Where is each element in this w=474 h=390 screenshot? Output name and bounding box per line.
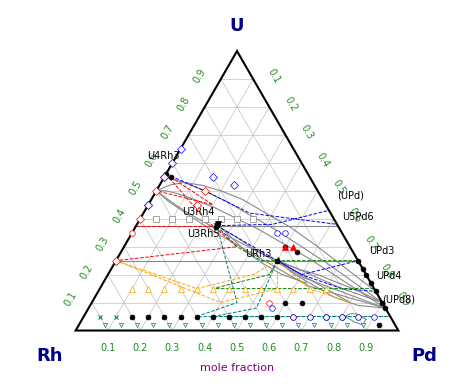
Text: 0.6: 0.6 <box>262 344 277 353</box>
Text: 0.8: 0.8 <box>379 262 395 280</box>
Text: 0.7: 0.7 <box>363 234 379 253</box>
Text: 0.3: 0.3 <box>298 122 315 141</box>
Text: 0.2: 0.2 <box>282 95 299 113</box>
Text: 0.5: 0.5 <box>229 344 245 353</box>
Text: 0.8: 0.8 <box>326 344 341 353</box>
Text: URh3: URh3 <box>245 249 272 259</box>
Text: 0.6: 0.6 <box>143 151 160 169</box>
Text: 0.8: 0.8 <box>175 95 192 113</box>
Text: Pd: Pd <box>411 347 437 365</box>
Text: U3Rh5: U3Rh5 <box>187 229 219 239</box>
Text: (UPd): (UPd) <box>337 191 364 200</box>
Text: 0.6: 0.6 <box>346 206 363 225</box>
Text: 0.5: 0.5 <box>127 178 144 197</box>
Text: U: U <box>230 17 244 35</box>
Text: 0.5: 0.5 <box>330 178 347 197</box>
Text: U5Pd6: U5Pd6 <box>342 212 374 222</box>
Text: 0.4: 0.4 <box>111 206 128 225</box>
Text: 0.9: 0.9 <box>191 67 208 85</box>
Text: 0.7: 0.7 <box>294 344 309 353</box>
Text: 0.1: 0.1 <box>266 67 283 85</box>
Text: Rh: Rh <box>36 347 63 365</box>
Text: 0.9: 0.9 <box>395 290 411 308</box>
Text: mole fraction: mole fraction <box>200 363 274 373</box>
Text: 0.2: 0.2 <box>79 262 95 280</box>
Text: 0.9: 0.9 <box>358 344 374 353</box>
Text: UPd4: UPd4 <box>376 271 401 280</box>
Text: (UPd8): (UPd8) <box>382 294 415 305</box>
Text: UPd3: UPd3 <box>369 246 395 256</box>
Text: 0.3: 0.3 <box>165 344 180 353</box>
Text: U4Rh3: U4Rh3 <box>146 151 179 161</box>
Text: 0.2: 0.2 <box>133 344 148 353</box>
Text: 0.1: 0.1 <box>63 290 79 308</box>
Text: U3Rh4: U3Rh4 <box>182 207 215 217</box>
Text: 0.1: 0.1 <box>100 344 116 353</box>
Text: 0.4: 0.4 <box>197 344 212 353</box>
Text: 0.7: 0.7 <box>159 122 176 141</box>
Text: 0.4: 0.4 <box>314 151 331 169</box>
Text: 0.3: 0.3 <box>95 234 111 253</box>
